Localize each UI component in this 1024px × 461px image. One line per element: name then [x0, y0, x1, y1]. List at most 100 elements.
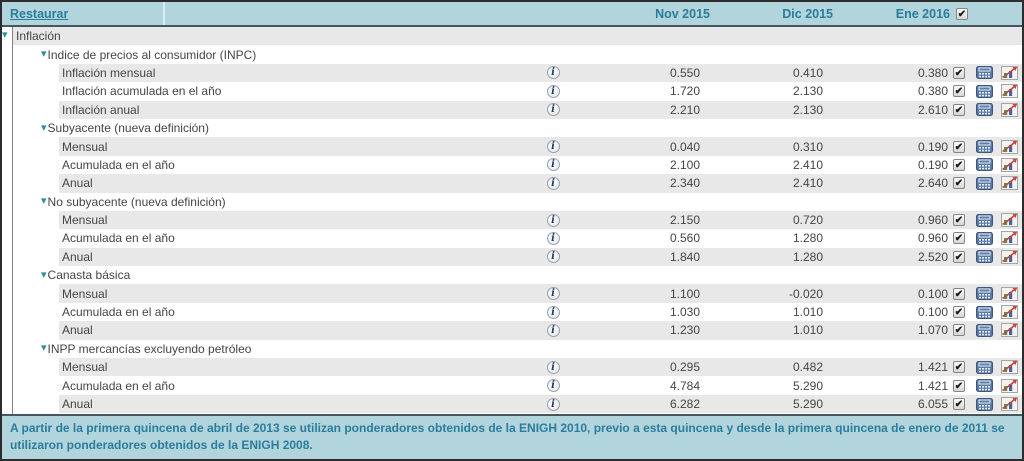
table-view-icon[interactable]: [975, 103, 993, 117]
chart-view-icon[interactable]: [1000, 305, 1018, 320]
value-ene-2016: 0.960: [917, 213, 948, 228]
series-checkbox[interactable]: ✔: [953, 158, 965, 171]
row-background: ▾ Canasta básica: [41, 266, 1022, 284]
info-icon[interactable]: i: [546, 287, 560, 301]
table-view-icon[interactable]: [975, 379, 993, 393]
info-icon[interactable]: i: [546, 360, 560, 374]
table-view-icon[interactable]: [975, 176, 993, 190]
value-dic-2015: 5.290: [792, 397, 823, 411]
series-row: Anual i 6.282 5.290 6.055 ✔: [13, 394, 1022, 414]
collapse-triangle-icon[interactable]: ▾: [41, 195, 47, 208]
series-checkbox[interactable]: ✔: [953, 287, 965, 300]
chart-view-icon[interactable]: [1000, 84, 1018, 99]
table-view-icon[interactable]: [975, 397, 993, 411]
group-label-cell: ▾ INPP mercancías excluyendo petróleo: [41, 342, 1022, 356]
row-background: Inflación acumulada en el año i 1.720 2.…: [59, 82, 1022, 100]
info-icon[interactable]: i: [546, 84, 560, 98]
value-dic-2015: 1.280: [792, 249, 823, 264]
tree-group-row: ▾ No subyacente (nueva definición): [13, 193, 1022, 211]
restore-link[interactable]: Restaurar: [10, 6, 69, 21]
table-view-icon[interactable]: [975, 323, 993, 337]
info-icon[interactable]: i: [546, 66, 560, 80]
series-checkbox-cell: ✔: [950, 287, 972, 300]
info-icon[interactable]: i: [546, 250, 560, 264]
series-checkbox[interactable]: ✔: [953, 250, 965, 263]
collapse-triangle-icon[interactable]: ▾: [41, 48, 47, 61]
chart-action-cell: [996, 65, 1022, 80]
info-cell: i: [536, 231, 570, 245]
table-view-icon[interactable]: [975, 305, 993, 319]
row-background: Mensual i 1.100 -0.020 0.100 ✔: [59, 284, 1022, 303]
info-icon[interactable]: i: [546, 323, 560, 337]
row-background: Acumulada en el año i 2.100 2.410 0.190 …: [59, 156, 1022, 174]
series-checkbox[interactable]: ✔: [953, 66, 965, 79]
series-checkbox[interactable]: ✔: [953, 103, 965, 116]
info-icon[interactable]: i: [546, 140, 560, 154]
collapse-triangle-icon[interactable]: ▾: [41, 268, 47, 281]
table-view-icon[interactable]: [975, 158, 993, 172]
info-cell: i: [536, 323, 570, 337]
group-label: Subyacente (nueva definición): [47, 121, 209, 136]
chart-view-icon[interactable]: [1000, 139, 1018, 154]
chart-view-icon[interactable]: [1000, 360, 1018, 375]
value-dic-2015: 5.290: [792, 378, 823, 393]
series-row: Acumulada en el año i 0.560 1.280 0.960 …: [13, 229, 1022, 247]
series-checkbox[interactable]: ✔: [953, 398, 965, 410]
tree-group-row: ▾ Subyacente (nueva definición): [13, 119, 1022, 137]
table-view-icon[interactable]: [975, 360, 993, 374]
series-checkbox[interactable]: ✔: [953, 379, 965, 392]
root-collapse-triangle-icon[interactable]: ▾: [2, 29, 8, 41]
collapse-triangle-icon[interactable]: ▾: [41, 342, 47, 355]
series-row: Anual i 1.230 1.010 1.070 ✔: [13, 321, 1022, 340]
series-checkbox[interactable]: ✔: [953, 214, 965, 227]
chart-action-cell: [996, 157, 1022, 172]
table-view-icon[interactable]: [975, 140, 993, 154]
header-checkbox[interactable]: ✔: [956, 7, 968, 20]
table-view-icon[interactable]: [975, 213, 993, 227]
info-icon[interactable]: i: [546, 103, 560, 117]
info-icon[interactable]: i: [546, 231, 560, 245]
value-dic-2015: 0.720: [792, 213, 823, 228]
table-view-icon[interactable]: [975, 250, 993, 264]
chart-view-icon[interactable]: [1000, 157, 1018, 172]
table-action-cell: [972, 140, 996, 154]
chart-view-icon[interactable]: [1000, 65, 1018, 80]
info-icon[interactable]: i: [546, 379, 560, 393]
series-checkbox[interactable]: ✔: [953, 306, 965, 319]
info-icon[interactable]: i: [546, 176, 560, 190]
table-action-cell: [972, 84, 996, 98]
chart-view-icon[interactable]: [1000, 249, 1018, 264]
info-icon[interactable]: i: [546, 397, 560, 411]
tree-group-row: ▾ Indice de precios al consumidor (INPC): [13, 45, 1022, 63]
row-background: Anual i 1.230 1.010 1.070 ✔: [59, 321, 1022, 340]
series-label-cell: Inflación acumulada en el año: [59, 84, 536, 98]
chart-view-icon[interactable]: [1000, 323, 1018, 338]
info-icon[interactable]: i: [546, 213, 560, 227]
series-checkbox[interactable]: ✔: [953, 324, 965, 337]
value-nov-2015: 0.040: [669, 139, 700, 154]
series-checkbox[interactable]: ✔: [953, 232, 965, 245]
value-nov-2015: 1.230: [669, 323, 700, 338]
info-icon[interactable]: i: [546, 305, 560, 319]
series-checkbox[interactable]: ✔: [953, 140, 965, 153]
collapse-triangle-icon[interactable]: ▾: [41, 121, 47, 134]
table-view-icon[interactable]: [975, 287, 993, 301]
chart-view-icon[interactable]: [1000, 102, 1018, 117]
chart-view-icon[interactable]: [1000, 213, 1018, 228]
chart-view-icon[interactable]: [1000, 378, 1018, 393]
chart-view-icon[interactable]: [1000, 286, 1018, 301]
info-icon[interactable]: i: [546, 158, 560, 172]
tree-table-body: ▾ Inflación ▾ Indice de precios al consu…: [2, 27, 1022, 414]
info-cell: i: [536, 360, 570, 374]
series-checkbox[interactable]: ✔: [953, 361, 965, 374]
chart-view-icon[interactable]: [1000, 397, 1018, 411]
chart-view-icon[interactable]: [1000, 176, 1018, 191]
series-checkbox[interactable]: ✔: [953, 85, 965, 98]
table-view-icon[interactable]: [975, 231, 993, 245]
series-checkbox[interactable]: ✔: [953, 177, 965, 190]
table-view-icon[interactable]: [975, 84, 993, 98]
value-nov-2015: 0.550: [669, 65, 700, 80]
value-dic-2015: 0.310: [792, 139, 823, 154]
chart-view-icon[interactable]: [1000, 231, 1018, 246]
table-view-icon[interactable]: [975, 66, 993, 80]
